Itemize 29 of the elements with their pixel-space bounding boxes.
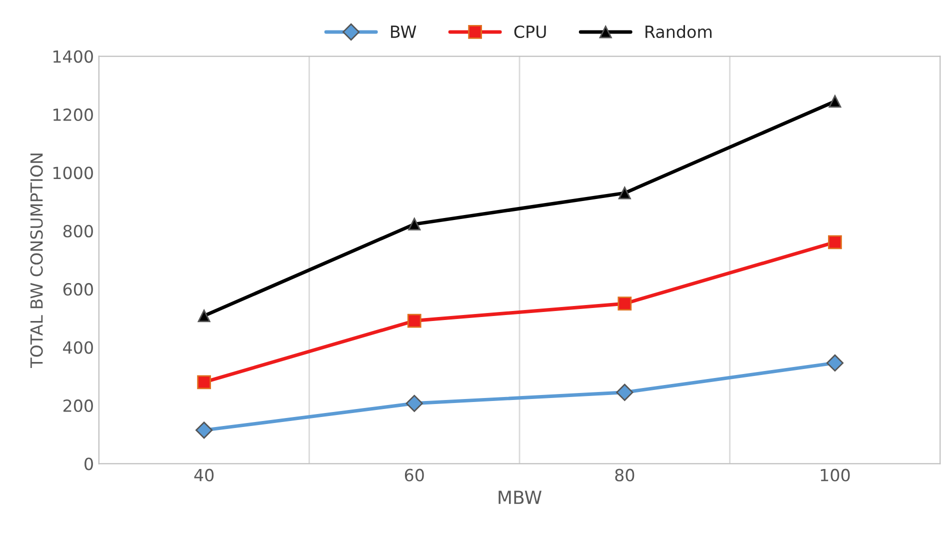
point: [408, 218, 421, 230]
point: [407, 314, 422, 328]
x-tick-label: 80: [615, 468, 634, 482]
y-tick-label: 1400: [53, 50, 93, 63]
y-tick-label: 400: [63, 341, 93, 354]
point: [828, 95, 842, 108]
y-tick-label: 1000: [53, 166, 93, 180]
x-axis-title: MBW: [498, 490, 542, 504]
y-tick-label: 1200: [53, 108, 93, 122]
x-tick-label: 40: [194, 468, 214, 482]
point: [618, 186, 631, 200]
y-tick-label: 600: [63, 283, 93, 296]
legend-label: BW: [391, 26, 416, 38]
point: [406, 394, 423, 412]
legend-label: Random: [646, 25, 712, 38]
y-tick-label: 200: [63, 399, 93, 412]
y-tick-label: 800: [63, 224, 93, 238]
point: [826, 354, 844, 372]
x-tick-label: 100: [820, 468, 850, 482]
y-tick-label: 0: [84, 458, 93, 470]
point: [828, 235, 842, 250]
y-axis-title: TOTAL BW CONSUMPTION: [30, 154, 43, 368]
x-tick-label: 60: [404, 468, 424, 482]
point: [196, 422, 213, 439]
point: [198, 310, 210, 322]
legend-label: CPU: [514, 25, 546, 38]
point: [618, 296, 632, 311]
point: [197, 375, 212, 390]
point: [616, 384, 634, 401]
